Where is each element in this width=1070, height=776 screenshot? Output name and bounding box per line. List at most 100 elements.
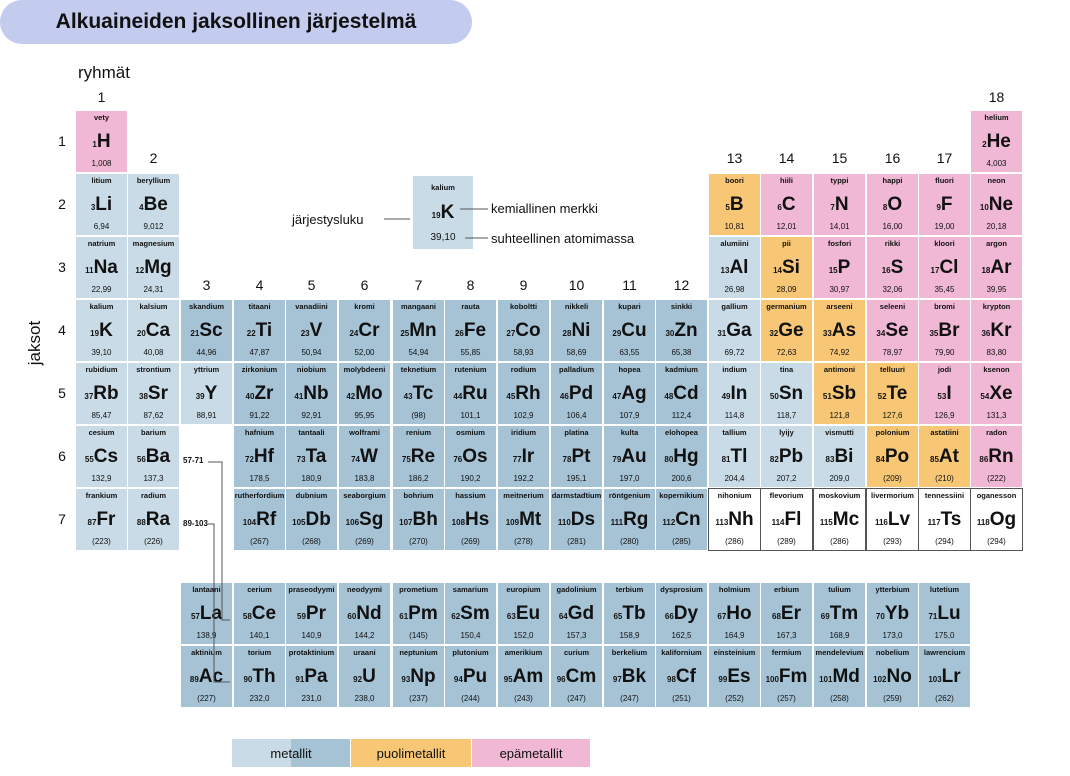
atomic-mass: 167,3 <box>776 631 797 640</box>
atomic-number: 33 <box>822 329 832 338</box>
atomic-mass: 190,2 <box>460 474 481 483</box>
element-cell-br: bromi 35Br 79,90 <box>918 299 971 362</box>
element-cell-cm: curium 96Cm (247) <box>550 645 603 708</box>
atomic-mass: (285) <box>672 537 691 546</box>
atomic-mass: (227) <box>197 694 216 703</box>
element-cell-be: beryllium 4Be 9,012 <box>127 173 180 236</box>
atomic-number: 4 <box>139 203 144 212</box>
atomic-mass: (252) <box>725 694 744 703</box>
element-symbol: Fe <box>463 320 487 341</box>
element-name: hopea <box>618 365 641 374</box>
atomic-mass: (269) <box>461 537 480 546</box>
element-symbol: Sb <box>831 383 857 404</box>
element-cell-eu: europium 63Eu 152,0 <box>497 582 550 645</box>
element-cell-nh: nihonium 113Nh (286) <box>708 488 761 551</box>
period-number: 6 <box>58 448 66 464</box>
element-name: neptunium <box>399 648 438 657</box>
element-name: skandium <box>188 302 224 311</box>
element-symbol: Am <box>512 666 544 687</box>
element-name: vismutti <box>825 428 854 437</box>
key-symbol: K <box>440 202 455 223</box>
atomic-number: 90 <box>243 675 253 684</box>
atomic-number: 118 <box>976 518 990 527</box>
atomic-mass: 131,3 <box>986 411 1007 420</box>
element-name: renium <box>405 428 431 437</box>
group-number: 16 <box>884 150 901 166</box>
element-symbol: Sr <box>147 383 168 404</box>
element-name: dubnium <box>295 491 328 500</box>
element-name: bromi <box>934 302 955 311</box>
atomic-number: 81 <box>721 455 731 464</box>
atomic-number: 60 <box>347 612 357 621</box>
element-name: happi <box>882 176 903 185</box>
element-name: iridium <box>510 428 536 437</box>
key-element-name: kalium <box>431 183 455 192</box>
atomic-mass: 91,22 <box>249 411 270 420</box>
atomic-mass: (270) <box>409 537 428 546</box>
element-name: litium <box>91 176 112 185</box>
element-symbol: Ne <box>988 194 1014 215</box>
atomic-mass: 74,92 <box>829 348 850 357</box>
element-name: palladium <box>558 365 594 374</box>
element-name: curium <box>563 648 589 657</box>
atomic-number: 58 <box>242 612 252 621</box>
element-cell-dy: dysprosium 66Dy 162,5 <box>655 582 708 645</box>
element-symbol: Lv <box>887 509 911 530</box>
atomic-mass: 192,2 <box>513 474 534 483</box>
element-symbol: Cm <box>565 666 597 687</box>
element-symbol: Mc <box>832 509 860 530</box>
element-symbol: Se <box>885 320 909 341</box>
atomic-number: 16 <box>881 266 891 275</box>
atomic-number: 92 <box>353 675 363 684</box>
group-number: 12 <box>673 277 690 293</box>
key-atomic-number: 19 <box>431 211 441 220</box>
atomic-mass: (278) <box>514 537 533 546</box>
atomic-number: 56 <box>136 455 146 464</box>
atomic-mass: 6,94 <box>93 222 110 231</box>
atomic-mass: 180,9 <box>301 474 322 483</box>
atomic-mass: (223) <box>92 537 111 546</box>
element-symbol: Ho <box>726 603 752 624</box>
element-symbol: Ra <box>145 509 171 530</box>
element-cell-lu: lutetium 71Lu 175,0 <box>918 582 971 645</box>
element-symbol: Pr <box>305 603 326 624</box>
atomic-number: 117 <box>927 518 941 527</box>
atomic-number: 28 <box>562 329 572 338</box>
element-symbol: Be <box>143 194 168 215</box>
element-name: elohopea <box>665 428 698 437</box>
element-name: lantaani <box>192 585 221 594</box>
element-symbol: Te <box>886 383 908 404</box>
atomic-mass: 30,97 <box>829 285 850 294</box>
atomic-mass: (257) <box>777 694 796 703</box>
element-symbol: Os <box>462 446 488 467</box>
element-name: dysprosium <box>660 585 703 594</box>
element-symbol: U <box>362 666 376 687</box>
element-cell-tl: tallium 81Tl 204,4 <box>708 425 761 488</box>
element-cell-as: arseeni 33As 74,92 <box>813 299 866 362</box>
element-cell-te: telluuri 52Te 127,6 <box>866 362 919 425</box>
element-name: ksenon <box>983 365 1010 374</box>
element-name: lyijy <box>779 428 794 437</box>
element-cell-ds: darmstadtium 110Ds (281) <box>550 488 603 551</box>
period-number: 2 <box>58 196 66 212</box>
element-symbol: Pd <box>568 383 594 404</box>
element-name: kadmium <box>665 365 698 374</box>
atomic-number: 111 <box>610 518 624 527</box>
atomic-mass: 114,8 <box>724 411 745 420</box>
element-symbol: Pm <box>408 603 438 624</box>
element-name: rodium <box>510 365 537 374</box>
element-name: oganesson <box>976 491 1017 500</box>
element-symbol: Zr <box>254 383 274 404</box>
element-cell-h: vety 1H 1,008 <box>75 110 128 173</box>
element-cell-tm: tulium 69Tm 168,9 <box>813 582 866 645</box>
element-name: argon <box>986 239 1007 248</box>
atomic-mass: 28,09 <box>776 285 797 294</box>
atomic-mass: 39,95 <box>986 285 1007 294</box>
element-cell-ts: tennessiini 117Ts (294) <box>918 488 971 551</box>
atomic-mass: 4,003 <box>986 159 1007 168</box>
element-cell-ta: tantaali 73Ta 180,9 <box>285 425 338 488</box>
element-symbol: Zn <box>674 320 698 341</box>
element-symbol: Br <box>938 320 960 341</box>
atomic-number: 40 <box>245 392 255 401</box>
atomic-number: 1 <box>92 140 97 149</box>
